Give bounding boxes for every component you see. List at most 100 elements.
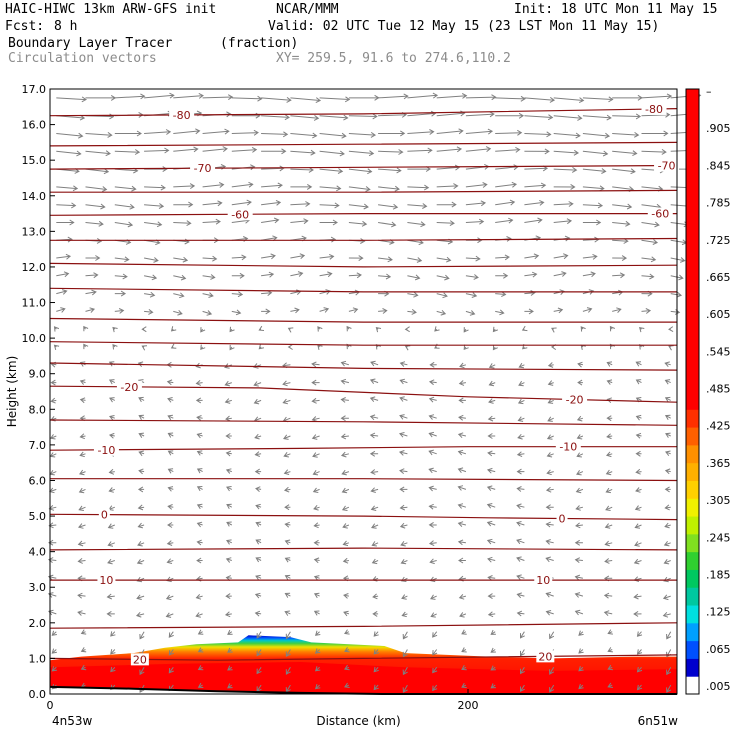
vector-arrow (524, 131, 552, 138)
vector-arrow (576, 434, 584, 440)
vector-arrow (53, 326, 60, 332)
vector-arrow (399, 378, 408, 385)
vector-arrow (56, 253, 72, 260)
vector-arrow (612, 94, 643, 101)
vector-arrow (490, 665, 496, 671)
vector-arrow (495, 291, 507, 298)
vector-arrow (524, 308, 534, 315)
colorbar-label: .665 (706, 271, 731, 284)
vector-arrow (664, 468, 671, 475)
y-tick-label: 0.0 (29, 688, 47, 701)
vector-arrow (495, 164, 519, 171)
colorbar-swatch (686, 320, 699, 339)
vector-arrow (225, 557, 232, 563)
vector-arrow (319, 236, 337, 243)
vector-arrow (461, 647, 467, 653)
contour-line (49, 362, 678, 371)
vector-arrow (139, 667, 145, 676)
vector-arrow (290, 201, 311, 207)
vector-arrow (463, 327, 469, 333)
vector-arrow (553, 149, 580, 156)
vector-arrow (670, 257, 686, 263)
vector-arrow (666, 684, 672, 693)
vector-arrow (290, 307, 300, 314)
vector-arrow (516, 610, 525, 617)
contour-label: -20 (566, 394, 584, 407)
vector-arrow (634, 523, 642, 529)
vector-arrow (436, 128, 464, 135)
vector-arrow (404, 326, 410, 333)
vector-arrow (463, 344, 469, 351)
contour-line (50, 189, 678, 193)
vector-arrow (428, 521, 437, 528)
vector-arrow (487, 415, 496, 422)
colorbar-swatch (686, 284, 699, 304)
vector-arrow (524, 235, 542, 242)
vector-arrow (549, 631, 555, 640)
vector-arrow (319, 307, 330, 313)
vector-arrow (348, 307, 359, 313)
contour-line (49, 262, 678, 268)
vector-arrow (578, 683, 584, 690)
vector-arrow (517, 433, 525, 440)
vector-arrow (516, 486, 525, 492)
vector-arrow (378, 273, 392, 280)
vector-arrow (79, 451, 86, 458)
vector-arrow (486, 467, 496, 474)
vector-arrow (253, 381, 262, 387)
vector-arrow (290, 166, 314, 173)
vector-arrow (50, 379, 57, 386)
vector-arrow (457, 485, 467, 491)
vector-arrow (85, 272, 99, 279)
vector-arrow (575, 487, 584, 494)
vector-arrow (582, 132, 611, 139)
vector-arrow (344, 682, 350, 688)
contour-label-bg (93, 443, 119, 456)
vector-arrow (458, 397, 466, 404)
y-tick-label: 17.0 (22, 83, 47, 96)
vector-arrow (518, 362, 525, 369)
vector-arrow (312, 487, 320, 493)
vector-arrow (664, 522, 671, 529)
vector-arrow (49, 434, 57, 440)
vector-arrow (401, 611, 408, 618)
vector-arrow (429, 558, 437, 565)
vector-arrow (254, 592, 262, 599)
contour-label: -60 (651, 208, 669, 221)
vector-arrow (606, 433, 613, 440)
vector-arrow (200, 344, 206, 351)
y-tick-label: 6.0 (29, 474, 47, 487)
vector-arrow (285, 667, 291, 675)
forecast-label: Fcst: (5, 19, 45, 34)
vector-arrow (486, 520, 496, 527)
vector-arrow (261, 131, 289, 138)
contour-label-bg (641, 102, 667, 115)
vector-arrow (254, 451, 262, 457)
vector-arrow (341, 469, 350, 476)
temperature-contours: -80 -80 -70 -70 -60 -60 -20 -20 -10 -10 0 0 10 10 20 20 (49, 102, 680, 666)
vector-arrow (404, 345, 411, 351)
vector-arrow (196, 468, 203, 474)
colorbar-label: .785 (706, 197, 731, 210)
vector-arrow (79, 361, 86, 367)
vector-arrow (79, 379, 86, 385)
vector-arrow (582, 168, 607, 174)
vector-arrow (399, 468, 408, 474)
contour-label: -20 (120, 381, 138, 394)
vector-arrow (461, 629, 467, 635)
contour-line (49, 547, 678, 551)
vector-arrow (227, 683, 233, 689)
vector-arrow (398, 432, 408, 438)
vector-arrow (167, 450, 174, 456)
vector-arrow (465, 146, 492, 152)
vector-arrow (283, 451, 291, 458)
vector-arrow (582, 307, 593, 313)
vector-arrow (553, 132, 581, 139)
vector-arrow (261, 96, 292, 103)
vector-arrow (224, 398, 232, 404)
vector-arrow (516, 503, 525, 510)
vector-arrow (465, 111, 495, 118)
vector-arrow (582, 114, 612, 121)
vector-arrow (407, 274, 421, 281)
vector-arrow (372, 593, 379, 600)
